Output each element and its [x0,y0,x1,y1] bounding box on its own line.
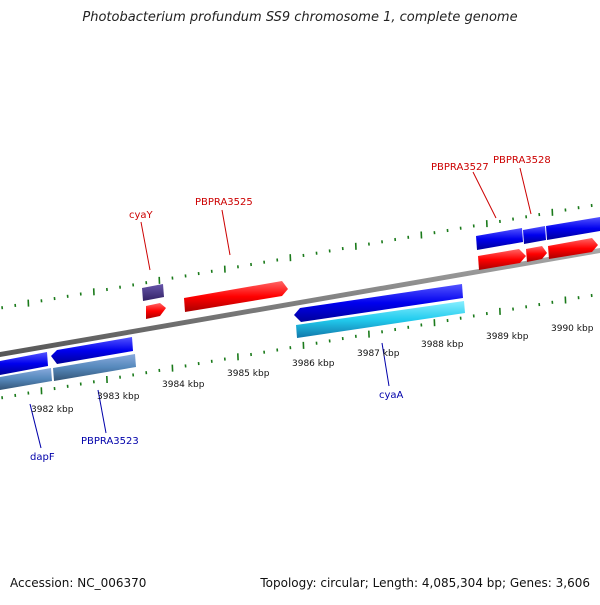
scale-label: 3987 kbp [357,349,400,359]
accession-text: Accession: NC_006370 [10,576,146,590]
gene-blue-upper-1[interactable] [476,228,523,250]
scale-label: 3988 kbp [421,340,464,350]
scale-label: 3985 kbp [227,369,270,379]
callout-line-pbpra3525 [222,210,230,255]
scale-label: 3986 kbp [292,359,335,369]
gene-blue-upper-3[interactable] [546,217,600,240]
callout-line-cyay [141,222,150,270]
callout-line-pbpra3528 [520,168,531,214]
scale-label: 3983 kbp [97,392,140,402]
callout-line-pbpra3527 [473,172,496,218]
gene-label-cyaa[interactable]: cyaA [379,390,404,401]
gene-label-pbpra3527[interactable]: PBPRA3527 [431,162,489,173]
gene-blue-upper-2[interactable] [523,226,546,244]
gene-label-dapf[interactable]: dapF [30,452,55,463]
gene-label-pbpra3528[interactable]: PBPRA3528 [493,155,551,166]
gene-label-pbpra3525[interactable]: PBPRA3525 [195,197,253,208]
scale-label: 3989 kbp [486,332,529,342]
gene-label-cyay[interactable]: cyaY [129,210,154,221]
gene-label-pbpra3523[interactable]: PBPRA3523 [81,436,139,447]
scale-label: 3984 kbp [162,380,205,390]
map-title: Photobacterium profundum SS9 chromosome … [0,10,600,25]
scale-label: 3982 kbp [31,405,74,415]
scale-label: 3990 kbp [551,324,594,334]
genome-info-text: Topology: circular; Length: 4,085,304 bp… [260,576,590,590]
gene-purple-feature[interactable] [142,284,164,301]
gene-cyay[interactable] [146,303,166,319]
